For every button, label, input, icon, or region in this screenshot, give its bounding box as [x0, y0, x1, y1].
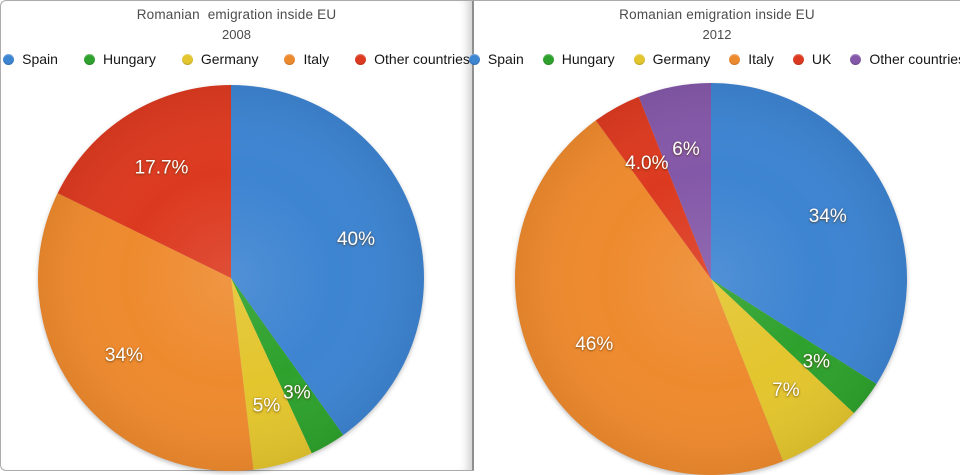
chart-title: Romanian emigration inside EU [619, 7, 815, 22]
legend-item-other-countries: Other countries [355, 51, 470, 67]
legend-item-spain: Spain [468, 51, 524, 67]
legend-label: Spain [487, 51, 524, 67]
legend-label: Germany [652, 51, 711, 67]
legend-label: Germany [200, 51, 259, 67]
legend-label: UK [811, 51, 832, 67]
legend-swatch-icon [729, 53, 741, 65]
slice-value-label: 3% [803, 352, 831, 373]
pie-sheen-overlay [38, 85, 424, 471]
slice-value-label: 7% [772, 380, 800, 401]
slice-value-label: 3% [283, 383, 311, 404]
slice-value-label: 40% [337, 229, 375, 250]
legend-swatch-icon [355, 53, 367, 65]
legend-item-hungary: Hungary [83, 51, 156, 67]
legend-swatch-icon [850, 53, 862, 65]
legend-swatch-icon [181, 53, 193, 65]
legend-item-hungary: Hungary [542, 51, 615, 67]
legend-swatch-icon [284, 53, 296, 65]
chart-subtitle-year: 2012 [702, 27, 732, 42]
legend-item-italy: Italy [729, 51, 774, 67]
legend-item-germany: Germany [633, 51, 711, 67]
slice-value-label: 34% [105, 345, 143, 366]
chart-subtitle-year: 2008 [222, 27, 251, 42]
pie-chart-2008: 40% 3%5% 34% 17.7% [37, 85, 424, 472]
chart-panel-2008: Romanian emigration inside EU 2008 Spain… [0, 0, 474, 472]
pie-chart-2012: 34% 3%7% 46% 4.0%6% [514, 83, 908, 475]
legend-item-germany: Germany [181, 51, 259, 67]
legend-swatch-icon [3, 53, 15, 65]
slice-value-label: 34% [809, 206, 847, 227]
legend-label: Other countries [374, 51, 470, 67]
slice-value-label: 6% [672, 139, 700, 160]
legend-swatch-icon [792, 53, 804, 65]
legend-swatch-icon [83, 53, 95, 65]
legend-swatch-icon [468, 53, 480, 65]
chart-panel-2012: Romanian emigration inside EU 2012 Spain… [468, 0, 960, 475]
legend: Spain Hungary Germany Italy Other countries [1, 49, 472, 69]
slice-value-label: 46% [575, 334, 613, 355]
legend-label: Hungary [561, 51, 615, 67]
pie-sheen-overlay [515, 83, 907, 475]
legend-label: Italy [748, 51, 774, 67]
legend-label: Other countries [869, 51, 960, 67]
legend-item-uk: UK [792, 51, 832, 67]
slice-value-label: 5% [253, 395, 281, 416]
legend-item-other-countries: Other countries [850, 51, 960, 67]
legend-item-italy: Italy [284, 51, 329, 67]
slice-value-label: 17.7% [135, 158, 189, 179]
legend-swatch-icon [633, 53, 645, 65]
chart-title: Romanian emigration inside EU [136, 7, 337, 22]
legend-label: Spain [22, 51, 58, 67]
legend-item-spain: Spain [3, 51, 58, 67]
legend-swatch-icon [542, 53, 554, 65]
slice-value-label: 4.0% [625, 153, 668, 174]
legend-label: Italy [303, 51, 330, 67]
legend: Spain Hungary Germany Italy UK Other countrie… [468, 49, 960, 69]
legend-label: Hungary [102, 51, 156, 67]
